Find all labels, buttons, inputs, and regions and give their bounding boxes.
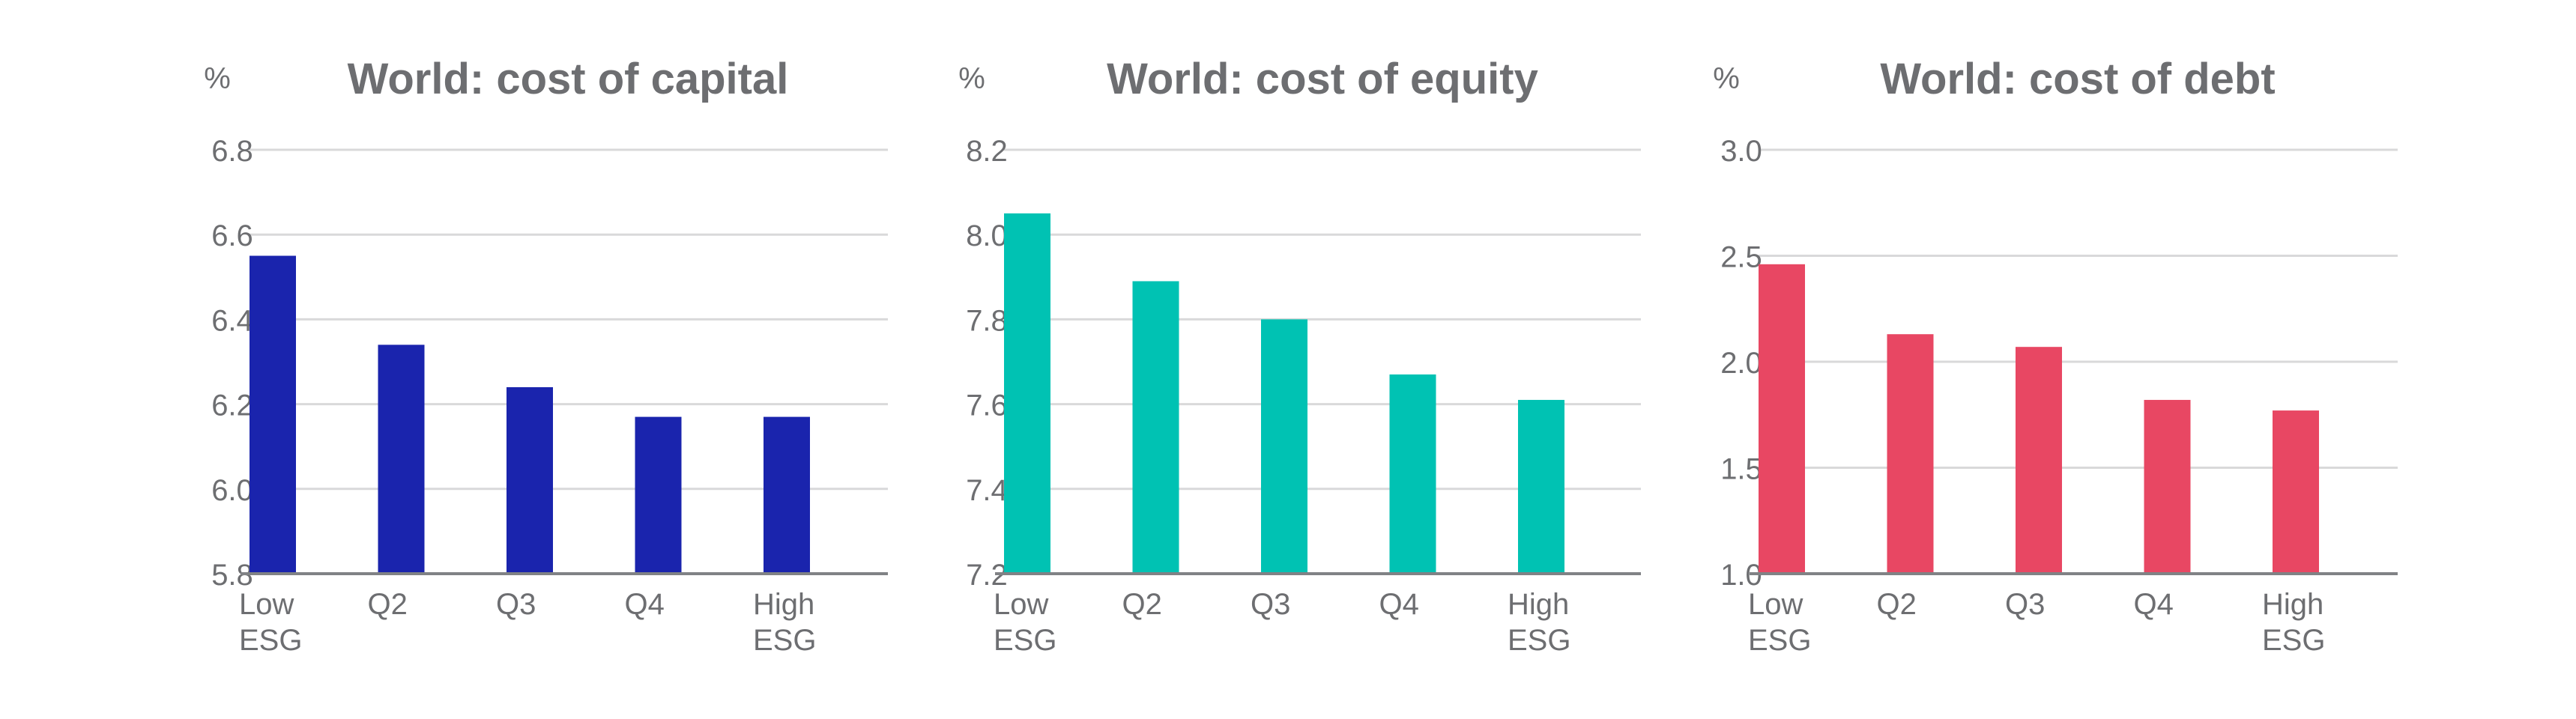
bar-q3 bbox=[2016, 347, 2062, 574]
y-unit-label: % bbox=[958, 62, 985, 95]
bar-q4 bbox=[2144, 399, 2191, 574]
x-category-label: High ESG bbox=[1508, 588, 1570, 657]
chart-title: World: cost of capital bbox=[348, 55, 789, 103]
bar-q2 bbox=[1887, 334, 1934, 574]
bar-q2 bbox=[378, 345, 425, 574]
y-tick-label: 2.0 bbox=[1720, 347, 1762, 380]
y-tick-label: 6.0 bbox=[211, 474, 253, 507]
x-category-label: Low ESG bbox=[239, 588, 302, 657]
x-category-label: Q2 bbox=[368, 588, 408, 621]
bar-high-esg bbox=[1518, 399, 1564, 574]
bar-high-esg bbox=[2273, 410, 2319, 574]
bar-q4 bbox=[1389, 374, 1436, 574]
x-category-label: Q2 bbox=[1122, 588, 1162, 621]
y-tick-label: 2.5 bbox=[1720, 241, 1762, 274]
y-tick-label: 6.4 bbox=[211, 304, 253, 337]
x-category-label: Q3 bbox=[2005, 588, 2045, 621]
x-category-label: Q3 bbox=[496, 588, 536, 621]
y-tick-label: 1.5 bbox=[1720, 453, 1762, 486]
bar-low-esg bbox=[250, 255, 296, 574]
y-unit-label: % bbox=[204, 62, 231, 95]
cost-of-capital-chart: World: cost of capital%5.86.06.26.46.66.… bbox=[204, 55, 888, 657]
x-category-label: High ESG bbox=[2262, 588, 2325, 657]
bar-low-esg bbox=[1004, 213, 1050, 574]
y-tick-label: 7.4 bbox=[966, 474, 1008, 507]
y-tick-label: 8.0 bbox=[966, 219, 1008, 252]
bar-q4 bbox=[635, 416, 682, 574]
cost-of-equity-chart: World: cost of equity%7.27.47.67.88.08.2… bbox=[958, 55, 1641, 657]
x-category-label: High ESG bbox=[753, 588, 816, 657]
y-tick-label: 7.8 bbox=[966, 304, 1008, 337]
x-category-label: Q4 bbox=[2134, 588, 2174, 621]
y-tick-label: 8.2 bbox=[966, 135, 1008, 168]
y-unit-label: % bbox=[1713, 62, 1740, 95]
bar-low-esg bbox=[1759, 264, 1805, 574]
x-category-label: Low ESG bbox=[1748, 588, 1811, 657]
x-category-label: Q4 bbox=[1379, 588, 1419, 621]
x-category-label: Q3 bbox=[1251, 588, 1290, 621]
bar-high-esg bbox=[764, 416, 810, 574]
y-tick-label: 3.0 bbox=[1720, 135, 1762, 168]
chart-title: World: cost of debt bbox=[1880, 55, 2275, 103]
x-category-label: Q4 bbox=[625, 588, 665, 621]
y-tick-label: 6.6 bbox=[211, 219, 253, 252]
chart-title: World: cost of equity bbox=[1107, 55, 1538, 103]
y-tick-label: 7.6 bbox=[966, 389, 1008, 422]
y-tick-label: 6.2 bbox=[211, 389, 253, 422]
bar-q3 bbox=[507, 386, 553, 574]
y-tick-label: 6.8 bbox=[211, 135, 253, 168]
x-category-label: Q2 bbox=[1877, 588, 1917, 621]
bar-q2 bbox=[1132, 281, 1179, 574]
bar-q3 bbox=[1261, 319, 1307, 574]
x-category-label: Low ESG bbox=[994, 588, 1056, 657]
